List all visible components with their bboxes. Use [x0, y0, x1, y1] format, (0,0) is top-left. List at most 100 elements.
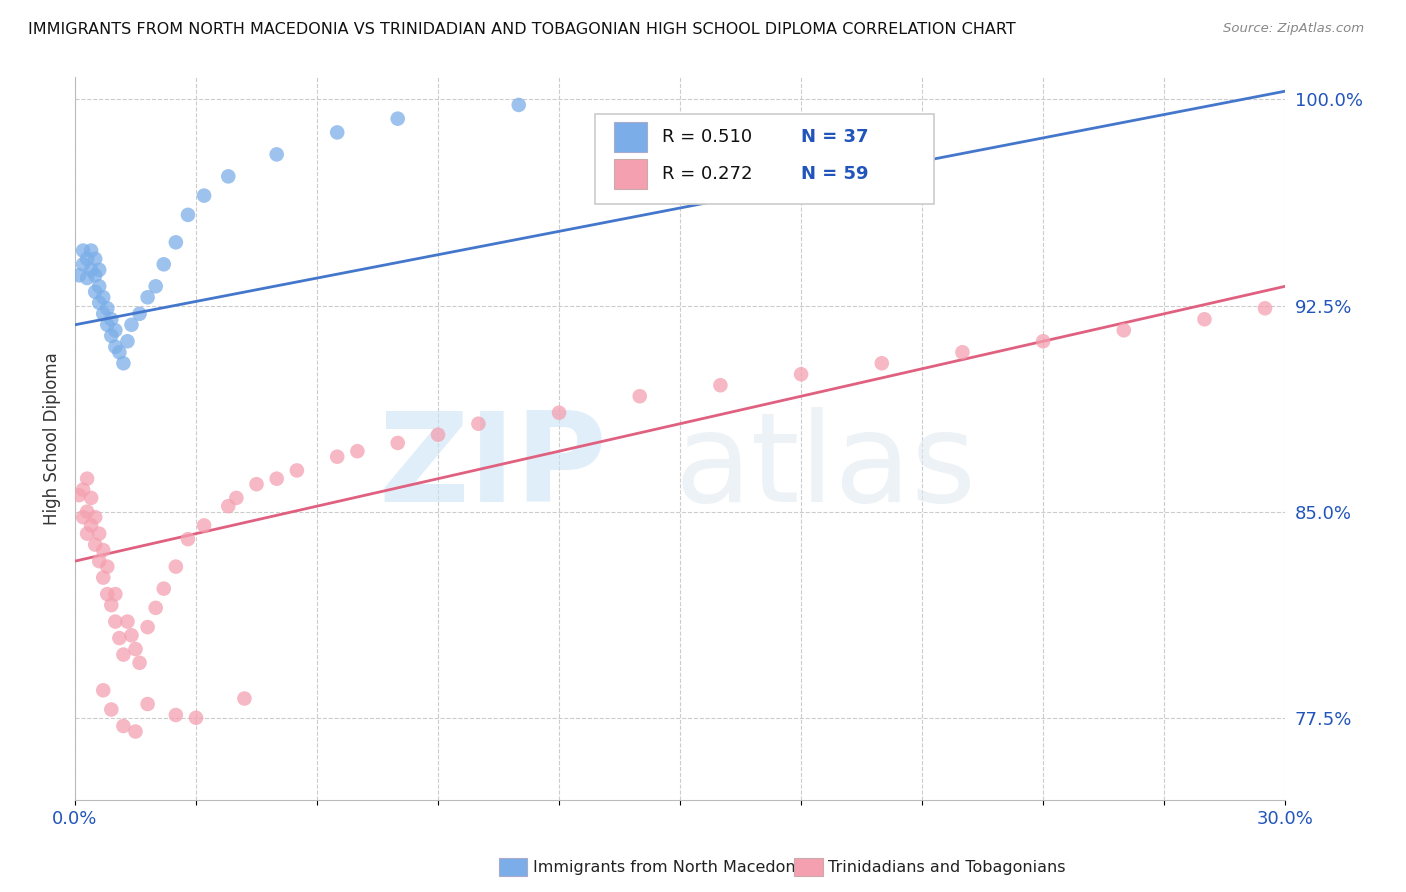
Point	[84, 268, 107, 283]
Point	[124, 724, 146, 739]
Point	[387, 112, 409, 126]
Point	[80, 244, 103, 258]
Point	[67, 488, 90, 502]
Point	[117, 334, 139, 349]
Point	[84, 285, 107, 299]
Point	[91, 290, 114, 304]
Point	[1112, 323, 1135, 337]
Point	[80, 262, 103, 277]
Point	[72, 257, 94, 271]
Point	[266, 147, 288, 161]
Point	[100, 312, 122, 326]
Point	[346, 444, 368, 458]
Point	[80, 491, 103, 505]
Text: atlas: atlas	[675, 408, 976, 528]
Point	[128, 656, 150, 670]
Point	[104, 340, 127, 354]
Text: IMMIGRANTS FROM NORTH MACEDONIA VS TRINIDADIAN AND TOBAGONIAN HIGH SCHOOL DIPLOM: IMMIGRANTS FROM NORTH MACEDONIA VS TRINI…	[28, 22, 1017, 37]
Point	[100, 702, 122, 716]
Point	[548, 406, 571, 420]
Point	[96, 587, 118, 601]
Point	[217, 169, 239, 184]
Point	[165, 235, 187, 250]
Point	[72, 244, 94, 258]
Point	[72, 510, 94, 524]
Point	[112, 356, 135, 370]
Point	[89, 279, 111, 293]
Point	[112, 719, 135, 733]
Point	[145, 279, 167, 293]
Point	[89, 554, 111, 568]
Point	[96, 318, 118, 332]
Point	[165, 708, 187, 723]
Text: Trinidadians and Tobagonians: Trinidadians and Tobagonians	[828, 860, 1066, 874]
Point	[100, 598, 122, 612]
Text: Source: ZipAtlas.com: Source: ZipAtlas.com	[1223, 22, 1364, 36]
Point	[285, 463, 308, 477]
Point	[100, 328, 122, 343]
Point	[72, 483, 94, 497]
Point	[1032, 334, 1054, 349]
Point	[165, 559, 187, 574]
Point	[112, 648, 135, 662]
Point	[152, 257, 174, 271]
Point	[121, 628, 143, 642]
Text: N = 37: N = 37	[801, 128, 869, 145]
Point	[91, 543, 114, 558]
Point	[89, 295, 111, 310]
Point	[76, 505, 98, 519]
Point	[193, 188, 215, 202]
Text: ZIP: ZIP	[378, 408, 607, 528]
Point	[89, 262, 111, 277]
Point	[84, 538, 107, 552]
Point	[84, 252, 107, 266]
Point	[104, 615, 127, 629]
Point	[177, 532, 200, 546]
Point	[387, 436, 409, 450]
Point	[104, 323, 127, 337]
Point	[76, 252, 98, 266]
Y-axis label: High School Diploma: High School Diploma	[44, 352, 60, 525]
Point	[91, 683, 114, 698]
Point	[326, 125, 349, 139]
Point	[1254, 301, 1277, 316]
Point	[136, 620, 159, 634]
Point	[108, 631, 131, 645]
Point	[152, 582, 174, 596]
Text: Immigrants from North Macedonia: Immigrants from North Macedonia	[533, 860, 810, 874]
Point	[136, 697, 159, 711]
Point	[225, 491, 247, 505]
FancyBboxPatch shape	[595, 113, 934, 204]
Point	[91, 571, 114, 585]
Point	[184, 711, 207, 725]
Point	[1194, 312, 1216, 326]
Point	[67, 268, 90, 283]
Point	[117, 615, 139, 629]
Point	[121, 318, 143, 332]
Point	[177, 208, 200, 222]
Point	[91, 307, 114, 321]
Point	[245, 477, 267, 491]
Point	[193, 518, 215, 533]
Point	[266, 472, 288, 486]
Point	[76, 472, 98, 486]
Point	[508, 98, 530, 112]
Point	[628, 389, 651, 403]
Point	[870, 356, 893, 370]
FancyBboxPatch shape	[613, 159, 647, 189]
Point	[145, 600, 167, 615]
Text: R = 0.510: R = 0.510	[662, 128, 752, 145]
Text: N = 59: N = 59	[801, 165, 869, 183]
Point	[136, 290, 159, 304]
Point	[326, 450, 349, 464]
Text: R = 0.272: R = 0.272	[662, 165, 752, 183]
Point	[790, 368, 813, 382]
Point	[76, 271, 98, 285]
Point	[108, 345, 131, 359]
Point	[128, 307, 150, 321]
Point	[104, 587, 127, 601]
Point	[952, 345, 974, 359]
Point	[89, 526, 111, 541]
Point	[427, 427, 450, 442]
FancyBboxPatch shape	[613, 121, 647, 152]
